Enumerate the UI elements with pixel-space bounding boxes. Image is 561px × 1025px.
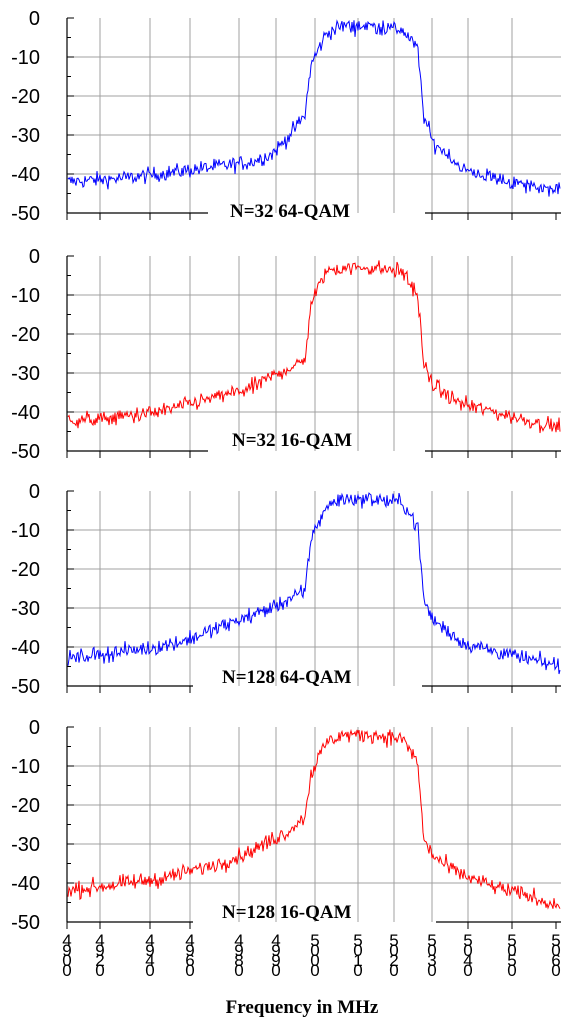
y-tick-label: -40	[11, 873, 40, 895]
panel-3: 0 -10 -20 -30 -40 -50 N=128 64-QAM	[11, 481, 561, 698]
x-axis-title: Frequency in MHz	[226, 997, 379, 1018]
spectrum-trace	[67, 19, 561, 197]
panel-4: 0 -10 -20 -30 -40 -50 N=128 16-QAM	[11, 717, 561, 934]
panel-1: 0 -10 -20 -30 -40 -50 N=32 64-QAM	[11, 8, 561, 225]
y-tick-label: -30	[11, 363, 40, 385]
spectrum-trace	[67, 260, 561, 434]
y-tick-label: -50	[11, 676, 40, 698]
x-tick-labels: 4 9 0 0 4 9 2 0 4 9 4 0 4 9 6 0 4 9 8 0 4 9 9 0 5 0 0 0 5 0 1 0 5 0 2 0 5 0 3 0…	[62, 931, 560, 980]
y-tick-label: -50	[11, 441, 40, 463]
y-tick-label: -10	[11, 285, 40, 307]
y-tick-label: -40	[11, 637, 40, 659]
y-tick-label: -50	[11, 912, 40, 934]
y-tick-label: -10	[11, 47, 40, 69]
panel-label: N=128 16-QAM	[222, 902, 352, 923]
y-tick-label: -30	[11, 598, 40, 620]
panel-label: N=32 64-QAM	[230, 201, 350, 222]
y-tick-label: -30	[11, 834, 40, 856]
y-tick-label: -10	[11, 756, 40, 778]
spectrum-trace	[67, 728, 561, 910]
y-tick-label: 0	[29, 481, 40, 503]
spectrum-trace	[67, 492, 561, 675]
y-tick-label: 0	[29, 8, 40, 30]
y-tick-label: -40	[11, 402, 40, 424]
y-tick-label: -30	[11, 125, 40, 147]
y-tick-label: -20	[11, 324, 40, 346]
y-tick-label: -40	[11, 164, 40, 186]
panel-label: N=32 16-QAM	[232, 430, 352, 451]
y-tick-label: 0	[29, 717, 40, 739]
y-tick-label: -20	[11, 559, 40, 581]
panel-2: 0 -10 -20 -30 -40 -50 N=32 16-QAM	[11, 246, 561, 463]
y-tick-label: -10	[11, 520, 40, 542]
panel-label: N=128 64-QAM	[222, 667, 352, 688]
y-tick-label: 0	[29, 246, 40, 268]
y-tick-label: -20	[11, 86, 40, 108]
y-tick-label: -50	[11, 203, 40, 225]
y-tick-label: -20	[11, 795, 40, 817]
